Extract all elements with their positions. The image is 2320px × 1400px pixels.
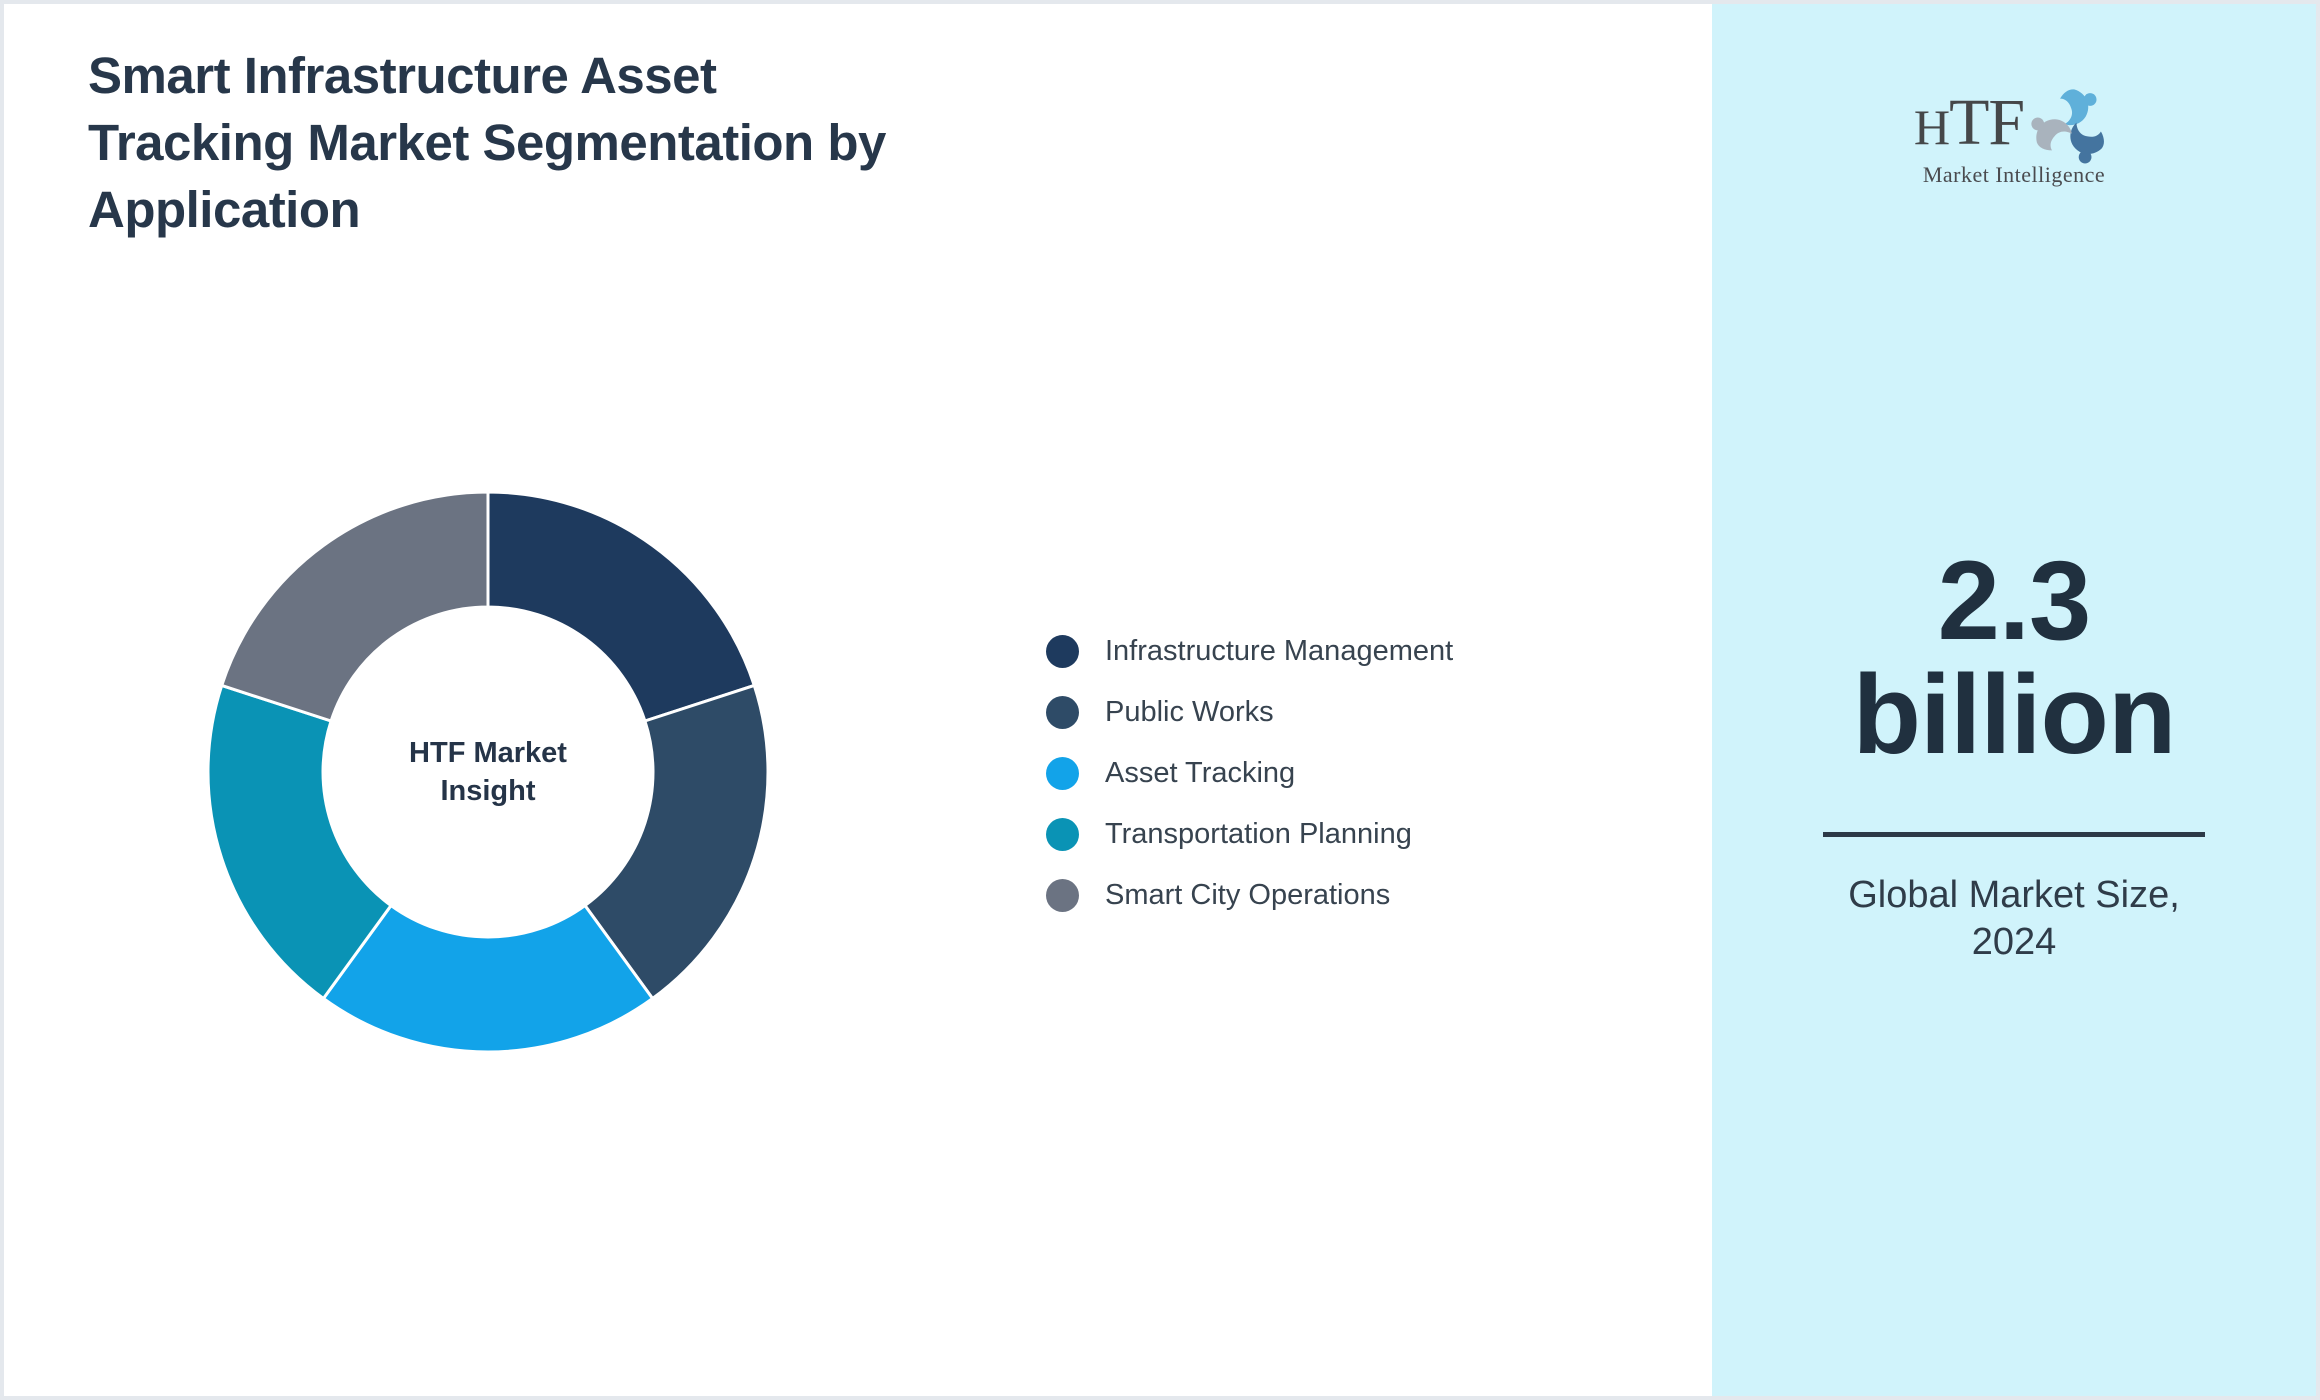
donut-center-label: HTF Market Insight (409, 734, 567, 810)
htf-logo-subtext: Market Intelligence (1922, 162, 2106, 187)
donut-segment-infrastructure-management (486, 490, 756, 723)
donut-chart (206, 490, 770, 1054)
donut-center-label-line-2: Insight (440, 775, 536, 807)
sidebar: HTF (1712, 4, 2316, 1396)
page-title: Smart Infrastructure Asset Tracking Mark… (88, 42, 886, 243)
sidebar-divider (1823, 832, 2205, 837)
legend-label-public-works: Public Works (1105, 696, 1274, 728)
legend-dot-asset-tracking (1046, 757, 1079, 790)
htf-swirl-icon (2031, 89, 2105, 164)
market-size-caption-line-2: 2024 (1971, 921, 2057, 963)
legend-label-infrastructure-management: Infrastructure Management (1105, 635, 1454, 667)
legend-dot-public-works (1046, 696, 1079, 729)
legend-dot-infrastructure-management (1046, 635, 1079, 668)
page-title-line-3: Application (88, 181, 361, 238)
donut-segment-smart-city-operations (220, 490, 490, 723)
legend-item-public-works: Public Works (1046, 682, 1453, 743)
donut-segment-public-works (583, 683, 770, 1001)
legend-item-smart-city-operations: Smart City Operations (1046, 865, 1453, 926)
legend-dot-transportation-planning (1046, 818, 1079, 851)
htf-logo-text: HTF (1913, 86, 2025, 159)
donut-segment-transportation-planning (206, 683, 393, 1001)
donut-segment-asset-tracking (321, 903, 655, 1054)
legend-label-transportation-planning: Transportation Planning (1105, 818, 1412, 850)
htf-logo-row: HTF (1913, 84, 2114, 164)
legend-label-asset-tracking: Asset Tracking (1105, 757, 1296, 789)
legend-item-transportation-planning: Transportation Planning (1046, 804, 1453, 865)
donut-center-label-line-1: HTF Market (409, 737, 567, 769)
page-title-line-2: Tracking Market Segmentation by (88, 114, 886, 171)
page-title-line-1: Smart Infrastructure Asset (88, 47, 717, 104)
htf-logo: HTF (1712, 84, 2316, 188)
legend-item-infrastructure-management: Infrastructure Management (1046, 621, 1453, 682)
market-size-number: 2.3 (1937, 538, 2092, 663)
market-size-caption-line-1: Global Market Size, (1848, 874, 2180, 916)
chart-legend: Infrastructure Management Public Works Ass… (1046, 621, 1453, 926)
market-size-value: 2.3 billion (1712, 544, 2316, 772)
market-size-unit: billion (1852, 652, 2177, 777)
legend-dot-smart-city-operations (1046, 879, 1079, 912)
legend-item-asset-tracking: Asset Tracking (1046, 743, 1453, 804)
legend-label-smart-city-operations: Smart City Operations (1105, 879, 1391, 911)
market-size-caption: Global Market Size, 2024 (1712, 872, 2316, 966)
